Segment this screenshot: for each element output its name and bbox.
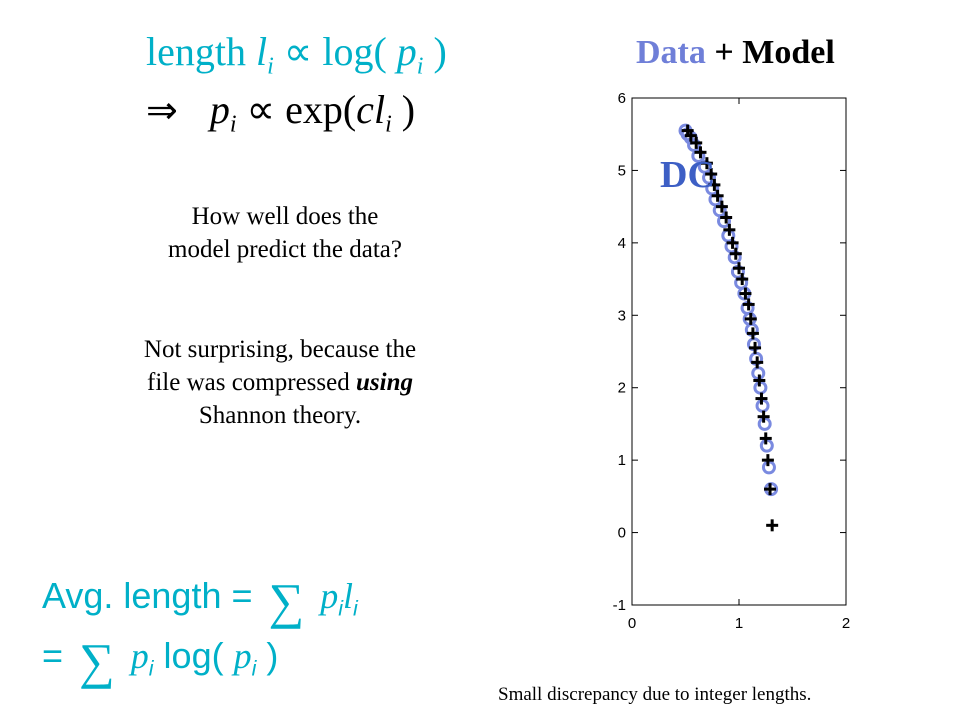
avg-sub-i: i [338,595,343,621]
model-point [717,214,732,229]
question-line-2: model predict the data? [168,236,402,263]
y-tick-label: 4 [618,235,626,252]
avg2-close-paren: ) [266,635,279,676]
avg2-var-p: p [130,636,149,676]
data-point [753,374,766,387]
data-point [739,287,752,300]
avg-var-p: p [320,576,339,616]
data-point [749,341,762,354]
data-point [736,273,749,286]
explanation-emphasis-using: using [355,369,413,396]
formula-proportional-symbol: ∝ [283,29,313,74]
avg2-log: log( [163,635,224,676]
formula2-close-paren: ) [401,87,416,132]
formula-sub-i-2: i [416,53,424,80]
data-point [764,483,777,496]
x-tick-label: 2 [842,615,850,632]
formula-log: log( [322,29,387,74]
data-point [761,454,774,467]
formula-close-paren: ) [433,29,447,74]
formula-word-length: length [146,29,246,74]
formula2-sub-i-2: i [385,111,392,138]
y-tick-label: -1 [613,597,626,614]
formula2-sub-i: i [229,111,237,138]
formula2-var-l: l [373,87,386,132]
x-tick-label: 1 [735,615,743,632]
data-point [729,247,742,260]
chart-title-plus: + [714,34,734,71]
y-tick-label: 0 [618,525,626,542]
data-point [720,211,733,224]
explanation-line-1: Not surprising, because the [143,336,417,363]
data-point [715,200,728,213]
implies-arrow-icon: ⇒ [146,90,178,132]
avg-sub-i-2: i [353,595,358,621]
avg2-sub-i: i [148,655,154,681]
explanation-line-2-text: file was compressed [147,369,356,396]
formula-p-proportional-exp: ⇒ pi ∝ exp(cli ) [146,86,415,138]
y-tick-label: 3 [618,307,626,324]
data-point [742,298,755,311]
formula-sum-p-log-p: = ∑ pi log( pi ) [42,632,278,690]
data-point [755,392,768,405]
chart-title: Data + Model [636,34,835,72]
chart-title-model: Model [742,34,835,71]
data-point [723,223,736,236]
x-tick-label: 0 [628,615,636,632]
explanation-text: Not surprising, because the file was com… [90,333,470,432]
data-point [684,129,697,142]
question-text: How well does the model predict the data… [100,200,470,266]
data-point [711,189,724,202]
data-point [690,136,703,149]
formula2-var-c: c [356,87,374,132]
model-point [691,148,706,163]
formula-length-proportional-log: length li ∝ log( pi ) [146,28,447,80]
explanation-line-2: file was compressed using [90,366,470,399]
y-tick-label: 1 [618,452,626,469]
formula-var-l: l [255,29,268,74]
sum-symbol-icon: ∑ [268,573,305,629]
sum-symbol-icon-2: ∑ [79,633,115,689]
chart-title-data: Data [636,34,706,71]
data-point [766,519,779,532]
avg-var-l: l [343,576,354,616]
avg2-sub-i-2: i [251,655,257,681]
question-line-1: How well does the [191,203,379,230]
data-point [694,146,707,159]
explanation-line-3: Shannon theory. [198,402,362,429]
formula2-var-p: p [209,87,230,132]
y-tick-label: 2 [618,380,626,397]
footnote-text: Small discrepancy due to integer lengths… [498,684,812,705]
formula-sub-i: i [267,53,274,80]
chart-annotation-dc: DC [660,154,715,196]
avg2-equals: = [42,635,64,676]
y-tick-label: 6 [618,90,626,107]
avg-length-label: Avg. length = [42,575,253,616]
data-point [751,356,764,369]
data-point [700,157,713,170]
series-data [681,124,779,532]
data-point [746,327,759,340]
avg2-var-p-2: p [233,636,252,676]
data-point [759,432,772,445]
formula-avg-length: Avg. length = ∑ pili [42,572,358,630]
data-point [726,236,739,249]
y-tick-label: 5 [618,162,626,179]
formula2-exp: exp( [285,87,357,132]
data-point [708,178,721,191]
formula2-proportional-symbol: ∝ [246,87,276,132]
data-point [733,262,745,275]
data-point [705,168,718,181]
formula-var-p: p [396,29,417,74]
data-point [757,410,770,423]
data-point [744,312,757,325]
